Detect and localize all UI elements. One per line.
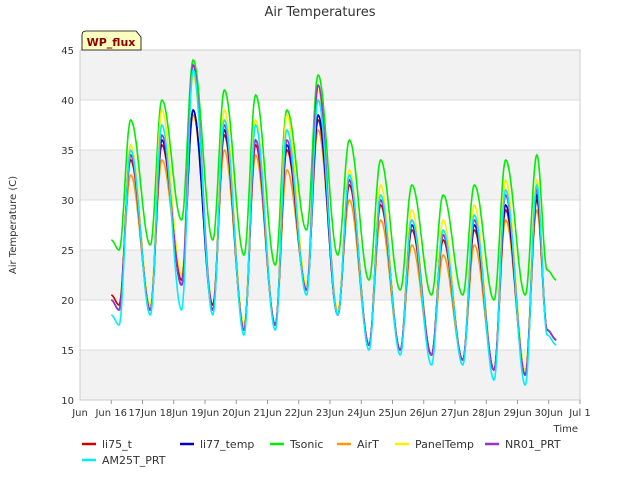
y-axis-ticks: 10 15 20 25 30 35 40 45 (61, 46, 74, 407)
legend-label: Tsonic (289, 438, 323, 451)
x-tick-label: 29Jun (503, 408, 531, 419)
legend: li75_t li77_temp Tsonic AirT PanelTemp NR01_P… (82, 438, 561, 467)
chart-title: Air Temperatures (264, 5, 375, 20)
x-tick-label: 30Jun (535, 408, 563, 419)
x-tick-label: Jul 1 (568, 408, 591, 419)
x-axis-ticks: Jun 16 17Jun 18Jun 19Jun 20Jun 21Jun 22Jun 23Ju… (71, 400, 591, 419)
badge-label: WP_flux (87, 36, 136, 49)
legend-item: AirT (337, 438, 379, 451)
legend-label: AM25T_PRT (102, 454, 166, 467)
legend-label: li77_temp (200, 438, 254, 451)
legend-item: AM25T_PRT (82, 454, 166, 467)
band (80, 50, 580, 100)
legend-item: li77_temp (180, 438, 254, 451)
legend-item: Tsonic (270, 438, 323, 451)
x-tick-label: 22Jun (285, 408, 313, 419)
x-tick-label: 21Jun (253, 408, 281, 419)
series-line-Tsonic (111, 58, 557, 301)
x-tick-label: 20Jun (222, 408, 250, 419)
x-tick-label: 25Jun (378, 408, 406, 419)
x-tick-label: Jun (71, 408, 88, 419)
y-tick-label: 45 (61, 46, 74, 57)
series-line-NR01_PRT (111, 63, 557, 376)
x-tick-label: Jun 16 (94, 408, 127, 419)
x-tick-label: 26Jun (410, 408, 438, 419)
series-line-PanelTemp (111, 73, 557, 371)
wp-flux-badge: WP_flux (81, 30, 142, 51)
x-tick-label: 27Jun (441, 408, 469, 419)
y-tick-label: 35 (61, 146, 74, 157)
series-line-AM25T_PRT (111, 68, 557, 386)
legend-item: NR01_PRT (485, 438, 561, 451)
legend-label: li75_t (102, 438, 133, 451)
x-axis-label: Time (553, 424, 578, 435)
legend-label: AirT (357, 438, 379, 451)
legend-label: PanelTemp (415, 438, 474, 451)
band (80, 350, 580, 400)
x-tick-label: 17Jun (128, 408, 156, 419)
legend-item: li75_t (82, 438, 133, 451)
x-tick-label: 24Jun (347, 408, 375, 419)
y-tick-label: 30 (61, 196, 74, 207)
y-tick-label: 10 (61, 396, 74, 407)
series-layer (111, 58, 557, 386)
legend-label: NR01_PRT (505, 438, 561, 451)
x-tick-label: 28Jun (472, 408, 500, 419)
x-tick-label: 18Jun (160, 408, 188, 419)
y-tick-label: 15 (61, 346, 74, 357)
x-tick-label: 23Jun (316, 408, 344, 419)
y-axis-label: Air Temperature (C) (8, 176, 19, 274)
y-tick-label: 25 (61, 246, 74, 257)
y-tick-label: 40 (61, 96, 74, 107)
x-tick-label: 19Jun (191, 408, 219, 419)
y-tick-label: 20 (61, 296, 74, 307)
legend-item: PanelTemp (395, 438, 474, 451)
